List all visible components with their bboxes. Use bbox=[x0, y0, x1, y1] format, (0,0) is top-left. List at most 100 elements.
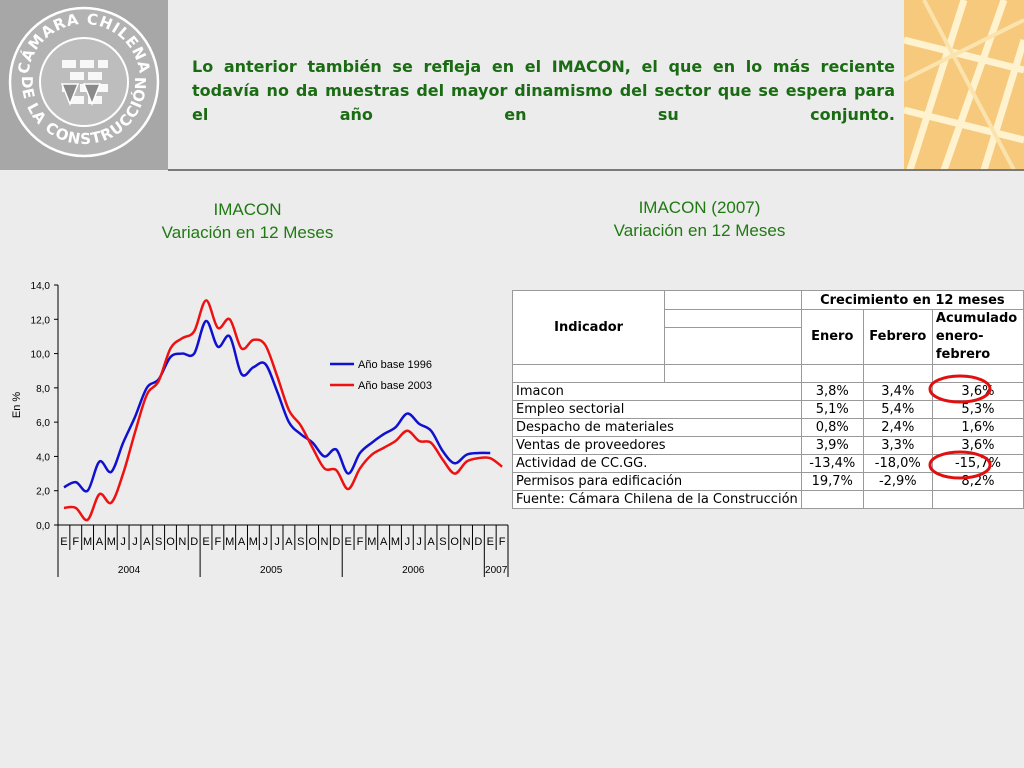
x-tick-label: A bbox=[143, 536, 151, 548]
table-cell-febrero: -2,9% bbox=[862, 471, 933, 491]
table-cell-febrero: 5,4% bbox=[862, 399, 933, 419]
table-cell-indicador: Empleo sectorial bbox=[512, 399, 802, 419]
x-tick-label: M bbox=[391, 536, 400, 548]
x-tick-label: J bbox=[274, 536, 280, 548]
x-tick-label: J bbox=[132, 536, 138, 548]
x-tick-label: E bbox=[487, 536, 494, 548]
x-tick-label: M bbox=[367, 536, 376, 548]
table-cell-indicador: Imacon bbox=[512, 381, 802, 401]
y-tick-label: 6,0 bbox=[36, 418, 50, 429]
x-tick-label: M bbox=[107, 536, 116, 548]
table-cell-indicador: Ventas de proveedores bbox=[512, 435, 802, 455]
year-label: 2007 bbox=[485, 565, 508, 576]
table-cell-enero: 19,7% bbox=[800, 471, 864, 491]
legend-label: Año base 1996 bbox=[358, 359, 432, 371]
table-header-indicador: Indicador bbox=[511, 290, 666, 365]
table-cell-enero: 3,8% bbox=[800, 381, 864, 401]
left-chart-title-line1: IMACON bbox=[213, 200, 282, 219]
table-cell-febrero: 3,3% bbox=[862, 435, 933, 455]
table-cell-acumulado: -15,7% bbox=[931, 453, 1024, 473]
x-tick-label: A bbox=[380, 536, 388, 548]
x-tick-label: A bbox=[96, 536, 104, 548]
table-row: Despacho de materiales 0,8% 2,4% 1,6% bbox=[512, 417, 1024, 437]
table-cell-febrero: -18,0% bbox=[862, 453, 933, 473]
x-tick-label: E bbox=[344, 536, 351, 548]
table-header-group: Crecimiento en 12 meses bbox=[800, 290, 1024, 310]
table-header-febrero: Febrero bbox=[862, 309, 933, 365]
table-header-enero: Enero bbox=[800, 309, 864, 365]
x-tick-label: O bbox=[308, 536, 317, 548]
x-tick-label: D bbox=[332, 536, 340, 548]
table-row: Imacon 3,8% 3,4% 3,6% bbox=[512, 381, 1024, 401]
x-tick-label: N bbox=[463, 536, 471, 548]
x-tick-label: O bbox=[450, 536, 459, 548]
y-tick-label: 8,0 bbox=[36, 384, 50, 395]
y-tick-label: 0,0 bbox=[36, 521, 50, 532]
x-tick-label: M bbox=[225, 536, 234, 548]
table-cell-acumulado: 8,2% bbox=[931, 471, 1024, 491]
y-tick-label: 10,0 bbox=[31, 350, 51, 361]
table-cell-acumulado: 1,6% bbox=[931, 417, 1024, 437]
header-text: Lo anterior también se refleja en el IMA… bbox=[192, 57, 895, 124]
right-title-line1: IMACON (2007) bbox=[638, 198, 761, 217]
table-cell-acumulado: 5,3% bbox=[931, 399, 1024, 419]
table-cell-enero: 3,9% bbox=[800, 435, 864, 455]
x-tick-label: S bbox=[155, 536, 162, 548]
table-cell-indicador: Despacho de materiales bbox=[512, 417, 802, 437]
series-line-1996 bbox=[63, 319, 491, 493]
imacon-2007-table: Indicador Crecimiento en 12 meses Enero … bbox=[511, 290, 1024, 509]
y-tick-label: 14,0 bbox=[31, 281, 51, 292]
trowel-icon bbox=[60, 83, 80, 107]
table-row: Permisos para edificación 19,7% -2,9% 8,2% bbox=[512, 471, 1024, 491]
table-header-acumulado: Acumulado bbox=[931, 309, 1024, 328]
y-tick-label: 4,0 bbox=[36, 452, 50, 463]
x-tick-label: M bbox=[83, 536, 92, 548]
table-row: Empleo sectorial 5,1% 5,4% 5,3% bbox=[512, 399, 1024, 419]
x-tick-label: F bbox=[215, 536, 222, 548]
table-cell-febrero: 2,4% bbox=[862, 417, 933, 437]
y-tick-label: 12,0 bbox=[31, 315, 51, 326]
imacon-line-chart: 0,02,04,06,08,010,012,014,0En %E F M A M J J A S… bbox=[11, 281, 509, 577]
x-tick-label: M bbox=[249, 536, 258, 548]
x-tick-label: J bbox=[416, 536, 422, 548]
table-cell-enero: 0,8% bbox=[800, 417, 864, 437]
series-line-2003 bbox=[63, 299, 503, 522]
table-cell-acumulado: 3,6% bbox=[931, 435, 1024, 455]
table-source: Fuente: Cámara Chilena de la Construcció… bbox=[512, 489, 802, 509]
x-tick-label: O bbox=[166, 536, 175, 548]
table-header-enero-febrero: enero- febrero bbox=[931, 327, 1024, 365]
x-tick-label: E bbox=[202, 536, 209, 548]
camara-chilena-seal: CÁMARA CHILENA DE LA CONSTRUCCIÓN bbox=[8, 6, 160, 158]
legend-label: Año base 2003 bbox=[358, 380, 432, 392]
construction-scaffold-image bbox=[904, 0, 1024, 170]
x-tick-label: F bbox=[499, 536, 506, 548]
left-chart-title: IMACON Variación en 12 Meses bbox=[120, 198, 375, 244]
logo: CÁMARA CHILENA DE LA CONSTRUCCIÓN bbox=[0, 0, 168, 170]
table-header-acumulado-line3: febrero bbox=[935, 346, 991, 362]
x-tick-label: S bbox=[439, 536, 446, 548]
table-cell-enero: -13,4% bbox=[800, 453, 864, 473]
x-tick-label: N bbox=[320, 536, 328, 548]
table-header-acumulado-line2: enero- bbox=[935, 328, 984, 344]
table-row: Ventas de proveedores 3,9% 3,3% 3,6% bbox=[512, 435, 1024, 455]
y-axis-label: En % bbox=[11, 392, 23, 419]
x-tick-label: D bbox=[474, 536, 482, 548]
chart-legend: Año base 1996 Año base 2003 bbox=[330, 359, 432, 392]
x-tick-label: S bbox=[297, 536, 304, 548]
table-cell-acumulado: 3,6% bbox=[931, 381, 1024, 401]
x-tick-label: J bbox=[120, 536, 126, 548]
x-tick-label: A bbox=[285, 536, 293, 548]
table-row: Actividad de CC.GG. -13,4% -18,0% -15,7% bbox=[512, 453, 1024, 473]
x-tick-label: A bbox=[238, 536, 246, 548]
x-tick-label: E bbox=[60, 536, 67, 548]
left-chart-title-line2: Variación en 12 Meses bbox=[161, 223, 334, 242]
table-cell-indicador: Actividad de CC.GG. bbox=[512, 453, 802, 473]
table-cell-indicador: Permisos para edificación bbox=[512, 471, 802, 491]
table-cell-enero: 5,1% bbox=[800, 399, 864, 419]
x-tick-label: A bbox=[427, 536, 435, 548]
x-tick-label: D bbox=[190, 536, 198, 548]
x-tick-label: F bbox=[357, 536, 364, 548]
x-tick-label: F bbox=[72, 536, 79, 548]
x-tick-label: J bbox=[262, 536, 268, 548]
right-title-line2: Variación en 12 Meses bbox=[613, 221, 786, 240]
